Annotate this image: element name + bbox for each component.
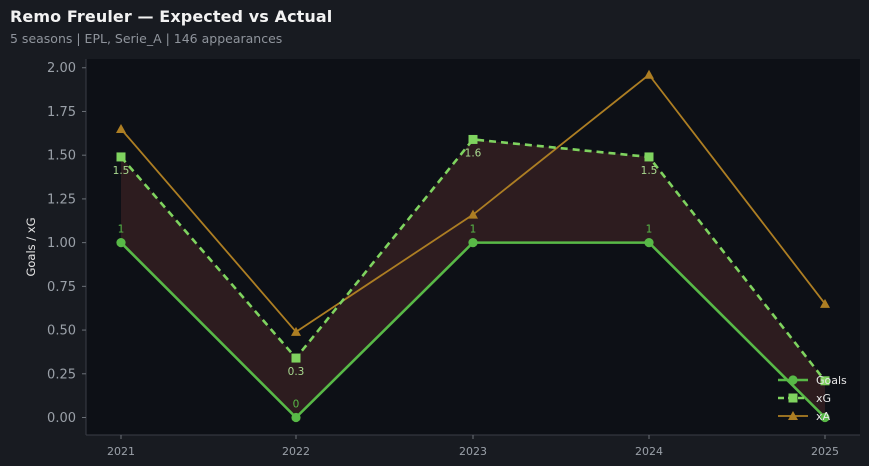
x-tick-label: 2024 [635,445,663,458]
goals-point [644,238,654,248]
series-xa [116,69,830,336]
xg-line [120,138,827,382]
goals-point [820,412,830,423]
goals-data-label: 1 [118,224,125,236]
legend-label: xG [816,392,831,405]
goals-point [291,412,301,423]
legend-swatch-marker [788,411,798,420]
xa-point [291,326,301,336]
y-tick-label: 2.00 [47,61,76,76]
series-goals [116,238,830,423]
x-tick-label: 2025 [811,445,839,458]
legend-item-goals: Goals [778,374,847,387]
y-tick-label: 0.00 [47,411,76,426]
legend-swatch-marker [788,375,798,385]
xg-data-label: 1.5 [113,165,130,177]
xa-point [820,298,830,308]
xg-data-label: 0.3 [288,366,305,378]
series-xg [116,134,830,386]
goals-data-label: 0 [293,399,300,411]
goals-point [116,238,126,248]
x-tick-label: 2023 [459,445,487,458]
goals-point [468,238,478,248]
legend-label: xA [816,410,831,423]
y-tick-label: 1.50 [47,149,76,164]
xg-point [116,152,126,162]
y-tick-label: 1.75 [47,105,76,120]
y-axis-label: Goals / xG [24,217,38,276]
xg-data-label: 1.5 [641,165,658,177]
xg-point [468,134,478,144]
xg-point [644,152,654,162]
legend: Goals xG xA [778,374,847,423]
y-tick-label: 1.25 [47,192,76,207]
xa-point [644,69,654,79]
y-tick-label: 1.00 [47,236,76,251]
goals-data-label: 1 [470,224,477,236]
xa-point [468,209,478,219]
x-tick-label: 2021 [107,445,135,458]
y-tick-label: 0.50 [47,324,76,339]
y-tick-label: 0.25 [47,367,76,382]
legend-item-xg: xG [778,392,831,405]
xa-point [116,123,126,133]
xg-point [820,376,830,386]
y-tick-label: 0.75 [47,280,76,295]
legend-label: Goals [816,374,847,387]
xg-data-label: 1.6 [465,147,482,159]
chart-subtitle: 5 seasons | EPL, Serie_A | 146 appearanc… [10,31,283,46]
chart-title: Remo Freuler — Expected vs Actual [10,7,333,26]
goals-data-label: 1 [646,224,653,236]
xg-point [291,353,301,363]
legend-item-xa: xA [778,410,831,423]
x-tick-label: 2022 [282,445,310,458]
goals-xg-gap-fill [121,139,825,418]
legend-swatch-marker [788,393,798,403]
chart-header: Remo Freuler — Expected vs Actual 5 seas… [10,7,332,46]
